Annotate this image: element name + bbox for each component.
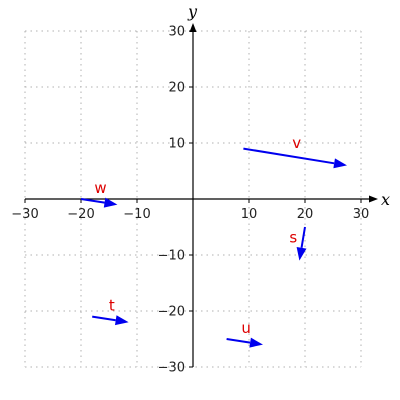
x-tick-label: 30 <box>353 207 370 222</box>
x-tick-label: −10 <box>123 207 150 222</box>
vector-label: s <box>289 228 297 246</box>
y-tick-label: 20 <box>168 81 185 96</box>
vector-shaft <box>226 338 251 344</box>
vector-shaft <box>80 198 105 204</box>
ticks: −30 −20 −10 10 20 30 −30 −20 −10 10 20 30 <box>11 25 369 376</box>
y-tick-label: −20 <box>158 305 185 320</box>
vector-s: s <box>289 226 307 261</box>
vector-t: t <box>92 297 129 326</box>
y-axis-label: y <box>187 2 198 21</box>
vector-shaft <box>92 315 116 322</box>
vector-label: t <box>109 297 115 315</box>
axes <box>25 23 378 367</box>
x-axis-label: x <box>381 190 390 209</box>
vector-label: w <box>94 179 106 197</box>
vector-u: u <box>226 319 263 348</box>
x-axis-arrow <box>369 195 378 203</box>
vector-arrowhead <box>296 246 307 261</box>
vector-arrowhead <box>249 337 263 348</box>
vector-w: w <box>80 179 118 208</box>
vector-shaft <box>300 226 306 248</box>
x-tick-label: −30 <box>11 207 38 222</box>
grid <box>24 30 362 368</box>
y-tick-label: −30 <box>158 361 185 376</box>
y-tick-label: −10 <box>158 249 185 264</box>
vector-arrowhead <box>103 197 118 208</box>
vector-v: v <box>243 134 347 169</box>
y-tick-label: 30 <box>168 25 185 40</box>
x-tick-label: 20 <box>297 207 314 222</box>
vector-label: v <box>292 134 301 152</box>
vectors: v w s t u <box>80 134 347 348</box>
x-tick-label: 10 <box>241 207 258 222</box>
y-tick-label: 10 <box>168 137 185 152</box>
x-tick-label: −20 <box>67 207 94 222</box>
vector-arrowhead <box>114 315 129 326</box>
vector-label: u <box>241 319 251 337</box>
vector-arrowhead <box>333 158 347 169</box>
y-axis-arrow <box>189 23 197 32</box>
vector-shaft <box>243 147 335 165</box>
